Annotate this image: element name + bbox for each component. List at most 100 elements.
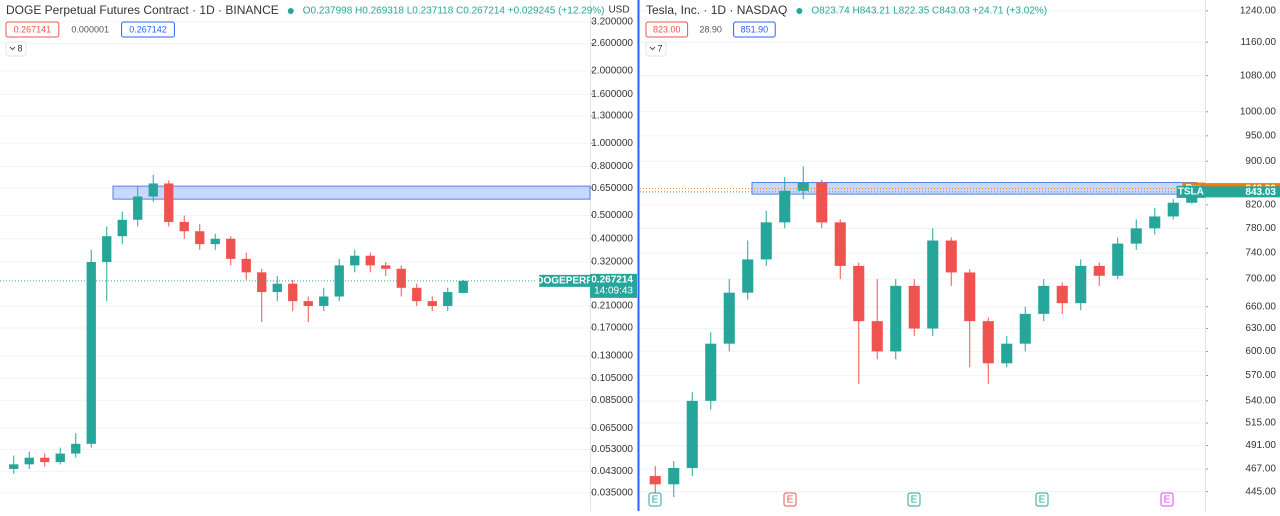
earnings-marker[interactable] [907, 492, 921, 507]
candle-body [742, 259, 754, 293]
y-tick-label: 1240.00 [1240, 5, 1277, 16]
indicator-count[interactable]: 7 [657, 43, 662, 53]
candle-body [195, 231, 205, 245]
countdown-label: 14:09:43 [594, 285, 633, 296]
candle-body [1001, 343, 1013, 364]
price-box-label: 851.90 [741, 24, 769, 34]
price-box [645, 21, 689, 38]
y-tick-label: 540.00 [1245, 395, 1276, 406]
candle-body [241, 258, 251, 273]
candle-body [55, 453, 65, 463]
y-tick-label: 950.00 [1245, 130, 1276, 141]
y-tick-label: 467.00 [1245, 464, 1276, 475]
candle-body [964, 272, 976, 322]
earnings-label[interactable]: E [1039, 495, 1046, 506]
earnings-marker[interactable] [783, 492, 797, 507]
y-tick-label: 1.600000 [591, 89, 633, 100]
status-dot [796, 8, 803, 14]
candle-body [427, 301, 437, 306]
y-tick-label: 0.130000 [591, 351, 633, 362]
chart-title: Tesla, Inc. · 1D · NASDAQ [646, 3, 787, 17]
price-box [733, 21, 776, 38]
chart-title: DOGE Perpetual Futures Contract · 1D · B… [6, 3, 279, 17]
y-tick-label: 0.105000 [591, 373, 633, 384]
y-tick-label: 0.043000 [591, 466, 633, 477]
y-tick-label: 0.170000 [591, 323, 633, 334]
y-tick-label: 2.000000 [591, 66, 633, 77]
candle-body [272, 283, 282, 293]
candle-body [257, 272, 267, 293]
price-box-label: 0.267141 [14, 24, 52, 34]
candle-body [1167, 202, 1179, 217]
y-tick-label: 3.200000 [591, 17, 633, 28]
price-box-label: 28.90 [699, 24, 722, 34]
candle-body [945, 240, 957, 273]
earnings-marker[interactable] [1160, 492, 1174, 507]
candle-body [102, 236, 112, 263]
candle-body [834, 222, 846, 266]
candle-body [1075, 265, 1087, 304]
symbol-tag [539, 274, 590, 287]
indicator-toggle[interactable] [5, 41, 27, 57]
candle-body [148, 183, 158, 197]
candle-body [853, 265, 865, 322]
candle-body [705, 343, 717, 401]
candle-body [649, 476, 661, 485]
candle-body [319, 296, 329, 306]
candle-body [9, 464, 19, 469]
price-box-label: 823.00 [653, 24, 681, 34]
candle-body [443, 292, 453, 306]
candle-body [133, 196, 143, 220]
candle-body [871, 321, 883, 352]
indicator-count[interactable]: 8 [17, 43, 22, 53]
y-tick-label: 900.00 [1245, 156, 1276, 167]
earnings-marker[interactable] [1035, 492, 1049, 507]
y-tick-label: 820.00 [1245, 200, 1276, 211]
y-tick-label: 0.800000 [591, 161, 633, 172]
earnings-label[interactable]: E [787, 495, 794, 506]
candle-body [179, 221, 189, 232]
ohlc-values: O823.74 H843.21 L822.35 C843.03 +24.71 (… [811, 6, 1047, 17]
price-tag [590, 273, 637, 298]
earnings-label[interactable]: E [911, 495, 918, 506]
candle-body [1149, 216, 1161, 229]
price-box [692, 22, 729, 37]
y-tick-label: 1160.00 [1241, 37, 1277, 48]
indicator-toggle[interactable] [645, 41, 667, 57]
candle-body [40, 457, 50, 463]
candle-body [226, 238, 236, 259]
y-tick-label: 1.300000 [591, 111, 633, 122]
y-tick-label: 1080.00 [1240, 70, 1277, 81]
y-tick-label: 1.000000 [591, 138, 633, 149]
earnings-label[interactable]: E [652, 495, 659, 506]
price-box [121, 21, 175, 38]
candle-body [890, 285, 902, 352]
chevron-icon [649, 46, 656, 51]
status-dot [287, 8, 294, 14]
candle-body [24, 457, 34, 465]
price-tag [1205, 186, 1280, 198]
price-box-label: 0.267142 [129, 24, 167, 34]
candle-body [412, 287, 422, 302]
candle-body [816, 182, 828, 223]
chevron-icon [9, 46, 16, 51]
candle-body [303, 301, 313, 306]
earnings-marker[interactable] [648, 492, 662, 507]
candle-body [288, 283, 298, 302]
currency-label: USD [608, 5, 629, 16]
candle-body [210, 238, 220, 245]
y-tick-label: 0.065000 [591, 423, 633, 434]
candle-body [668, 467, 680, 485]
candle-body [396, 268, 406, 288]
candle-body [381, 265, 391, 269]
candle-body [458, 280, 468, 293]
y-tick-label: 2.600000 [591, 38, 633, 49]
candle-body [1056, 285, 1068, 304]
candle-body [86, 262, 96, 444]
symbol-label: TSLA [1178, 187, 1204, 198]
y-tick-label: 0.320000 [591, 257, 633, 268]
earnings-label[interactable]: E [1164, 495, 1171, 506]
y-tick-label: 0.035000 [591, 487, 633, 498]
y-tick-label: 445.00 [1245, 486, 1276, 497]
